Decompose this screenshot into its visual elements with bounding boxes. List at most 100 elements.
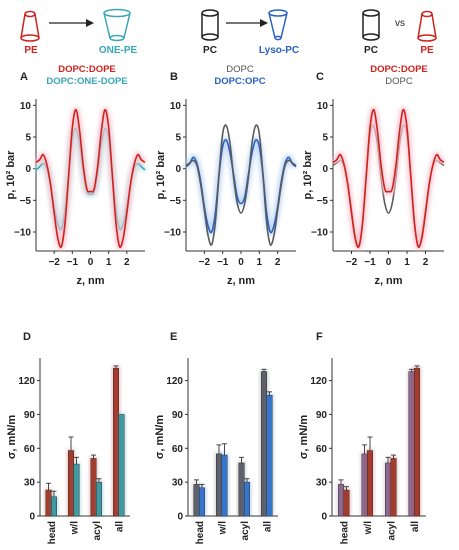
panel-letter-D: D: [23, 331, 31, 343]
y-axis-label: σ, mN/m: [154, 415, 166, 459]
y-tick-label: 0: [322, 164, 328, 175]
y-tick-label: −10: [164, 228, 181, 239]
bar: [266, 394, 273, 517]
y-tick-label: 90: [172, 410, 184, 421]
bar: [118, 414, 125, 517]
legend-B-item-1: DOPC: [226, 64, 254, 75]
bar: [73, 463, 80, 517]
header-B: PC Lyso-PC: [201, 9, 299, 56]
y-tick-label: 10: [170, 101, 182, 112]
header-C-vs-label: vs: [395, 18, 405, 29]
legend-C-item-1: DOPC:DOPE: [370, 64, 428, 75]
y-axis-label: p, 10² bar: [302, 150, 314, 200]
header-B-right-label: Lyso-PC: [259, 45, 299, 56]
bar-chart-F: 0 30 60 90 120 σ, mN/m head w/l acyl all: [298, 358, 426, 544]
y-tick-label: 90: [24, 410, 36, 421]
arrow-icon: [226, 19, 268, 27]
x-tick-label: all: [262, 521, 273, 532]
x-tick-label: 0: [386, 257, 392, 268]
x-axis-label: z, nm: [76, 275, 104, 287]
panel-letter-A: A: [20, 71, 28, 83]
x-tick-label: −1: [67, 257, 79, 268]
bar: [244, 481, 250, 517]
y-tick-label: −10: [14, 228, 31, 239]
x-tick-label: head: [195, 521, 206, 544]
bar-chart-D: 0 30 60 90 120 σ, mN/m head w/l acyl all: [6, 358, 130, 544]
arrow-icon: [49, 19, 94, 27]
y-tick-label: 5: [322, 133, 328, 144]
x-tick-label: −1: [217, 257, 229, 268]
legend-C-item-2: DOPC: [385, 76, 413, 87]
y-tick-label: 0: [177, 512, 183, 523]
y-tick-label: −10: [311, 228, 328, 239]
x-axis-label: z, nm: [227, 275, 255, 287]
x-tick-label: w/l: [217, 521, 228, 536]
y-tick-label: 10: [317, 101, 329, 112]
cone-red-icon: [20, 10, 40, 42]
x-tick-label: acyl: [386, 521, 397, 541]
x-tick-label: −1: [364, 257, 376, 268]
x-tick-label: 1: [257, 257, 263, 268]
bar-chart-E: 0 30 60 90 120 σ, mN/m head w/l acyl all: [154, 358, 278, 544]
legend-A-item-1: DOPC:DOPE: [58, 64, 116, 75]
header-A-right-label: ONE-PE: [99, 45, 138, 56]
y-tick-label: 30: [24, 478, 36, 489]
x-tick-label: all: [410, 521, 421, 532]
y-tick-label: −5: [317, 196, 329, 207]
y-tick-label: 0: [29, 512, 35, 523]
cup-blue-icon: [268, 9, 288, 41]
bar: [96, 481, 102, 517]
y-tick-label: 60: [172, 444, 184, 455]
x-tick-label: 2: [275, 257, 281, 268]
x-tick-label: w/l: [69, 521, 80, 536]
bar: [221, 454, 228, 517]
y-tick-label: 5: [175, 133, 181, 144]
legend-C: DOPC:DOPE DOPC: [370, 64, 428, 87]
bar: [199, 487, 205, 517]
y-axis-label: σ, mN/m: [6, 415, 18, 459]
bar: [367, 450, 373, 517]
x-tick-label: acyl: [240, 521, 251, 541]
x-tick-label: 0: [238, 257, 244, 268]
y-tick-label: 30: [172, 478, 184, 489]
x-tick-label: −2: [48, 257, 60, 268]
y-axis-label: σ, mN/m: [298, 415, 310, 459]
series-line: [35, 108, 146, 249]
header-A: PE ONE-PE: [20, 8, 138, 56]
x-tick-label: head: [339, 521, 350, 544]
x-tick-label: 1: [106, 257, 112, 268]
panel-letter-C: C: [316, 71, 324, 83]
x-tick-label: 2: [423, 257, 429, 268]
y-tick-label: −5: [170, 196, 182, 207]
y-tick-label: 30: [316, 478, 328, 489]
x-tick-label: 0: [88, 257, 94, 268]
panel-letter-B: B: [170, 71, 178, 83]
y-tick-label: 90: [316, 410, 328, 421]
x-tick-label: head: [47, 521, 58, 544]
bar: [414, 367, 420, 517]
panel-letter-F: F: [316, 331, 323, 343]
x-tick-label: w/l: [363, 521, 374, 536]
x-axis-label: z, nm: [374, 275, 402, 287]
bar: [51, 496, 57, 517]
y-tick-label: 60: [316, 444, 328, 455]
y-tick-label: 120: [166, 376, 183, 387]
y-tick-label: −5: [20, 196, 32, 207]
series-glow: [184, 136, 298, 236]
y-axis-label: p, 10² bar: [5, 150, 17, 200]
y-tick-label: 0: [25, 164, 31, 175]
series-line: [332, 108, 445, 249]
header-B-left-label: PC: [203, 45, 217, 56]
series-glow: [34, 106, 147, 251]
y-tick-label: 10: [20, 101, 32, 112]
cylinder-black-icon: [201, 9, 219, 41]
series-line: [185, 124, 297, 246]
y-tick-label: 120: [310, 376, 327, 387]
x-tick-label: −2: [346, 257, 358, 268]
x-tick-label: all: [114, 521, 125, 532]
y-tick-label: 0: [321, 512, 327, 523]
legend-A: DOPC:DOPE DOPC:ONE-DOPE: [46, 64, 127, 87]
